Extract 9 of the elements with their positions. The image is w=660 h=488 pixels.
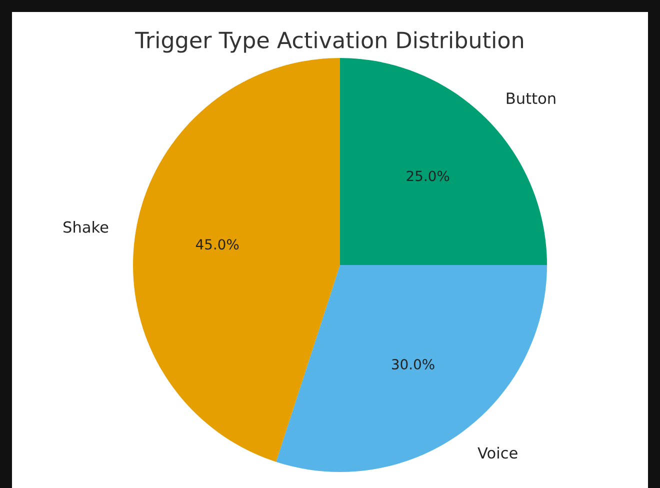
slice-label: Shake xyxy=(64,221,108,233)
data-label: 25.0% xyxy=(406,170,450,182)
slice-label: Voice xyxy=(478,446,518,459)
pie-slice xyxy=(133,58,340,462)
data-label: 30.0% xyxy=(392,359,434,370)
data-label: 45.0% xyxy=(196,239,239,250)
pie-slice xyxy=(276,265,547,472)
slice-label: Button xyxy=(506,92,556,104)
chart-title: Trigger Type Activation Distribution xyxy=(135,31,523,53)
